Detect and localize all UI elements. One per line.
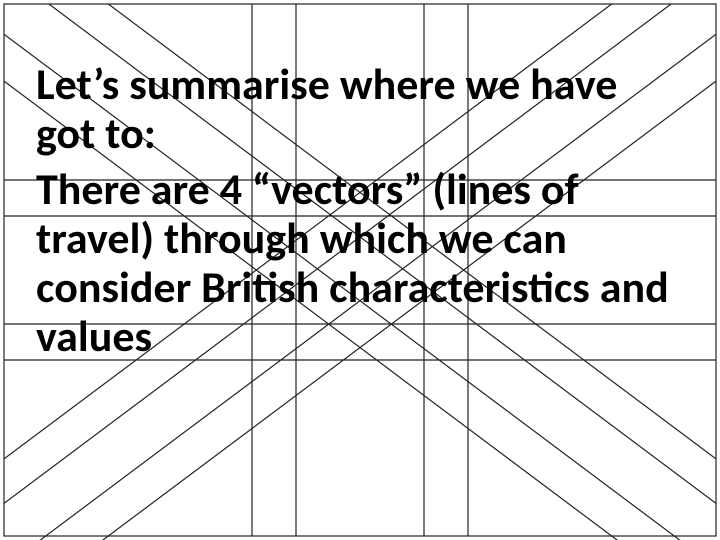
slide: Let’s summarise where we have got to: Th… — [0, 0, 720, 540]
body-text: There are 4 “vectors” (lines of travel) … — [36, 165, 676, 362]
text-block: Let’s summarise where we have got to: Th… — [36, 60, 676, 368]
heading-text: Let’s summarise where we have got to: — [36, 60, 676, 159]
